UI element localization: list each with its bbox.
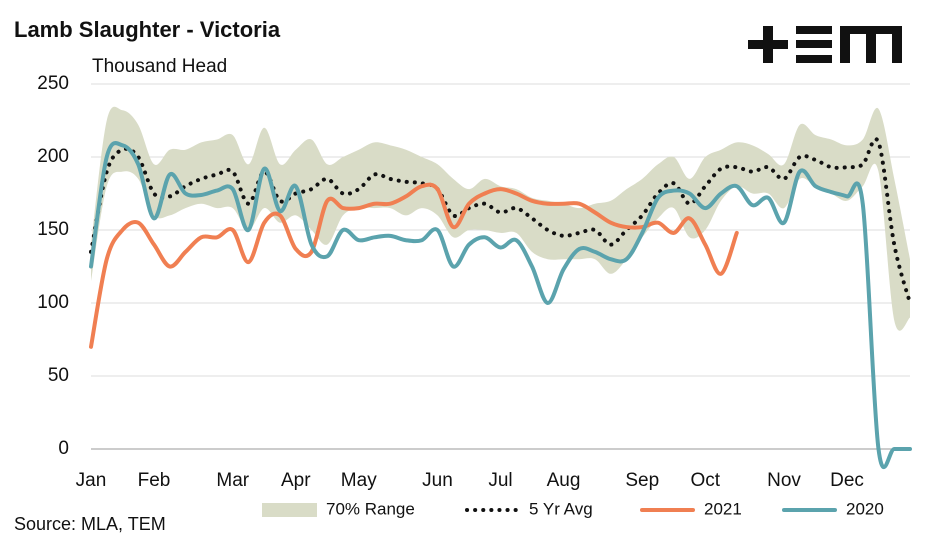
subtitle: Thousand Head	[92, 56, 227, 77]
y-tick-label: 150	[37, 219, 69, 240]
y-tick-label: 200	[37, 146, 69, 167]
x-tick-label: Sep	[625, 470, 659, 491]
x-tick-label: Nov	[767, 470, 801, 491]
series-line	[89, 182, 739, 349]
y-tick-label: 0	[58, 438, 69, 459]
x-tick-label: Jun	[422, 470, 453, 491]
x-tick-label: Mar	[216, 470, 249, 491]
x-tick-label: Oct	[690, 470, 720, 491]
legend-swatch	[262, 503, 317, 517]
x-tick-label: Jul	[488, 470, 512, 491]
y-tick-label: 250	[37, 73, 69, 94]
series-line	[89, 141, 912, 470]
x-tick-label: May	[341, 470, 377, 491]
legend-label: 70% Range	[326, 499, 415, 518]
x-tick-label: Apr	[281, 470, 311, 491]
y-tick-label: 100	[37, 292, 69, 313]
x-tick-label: Jan	[76, 470, 107, 491]
series-line	[89, 137, 912, 305]
legend-label: 2020	[846, 499, 884, 518]
x-tick-label: Feb	[138, 470, 171, 491]
legend-label: 2021	[704, 499, 742, 518]
y-tick-label: 50	[48, 365, 69, 386]
x-tick-label: Dec	[830, 470, 864, 491]
logo	[748, 26, 902, 63]
range-band	[91, 106, 910, 331]
x-tick-label: Aug	[547, 470, 581, 491]
source: Source: MLA, TEM	[14, 514, 166, 534]
legend-label: 5 Yr Avg	[529, 499, 593, 518]
chart-title: Lamb Slaughter - Victoria	[14, 17, 281, 42]
